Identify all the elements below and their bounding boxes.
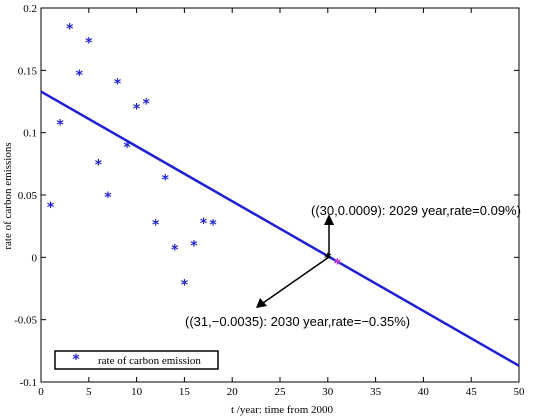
data-point: * — [190, 239, 198, 255]
x-tick-label: 30 — [322, 386, 334, 398]
data-point: * — [209, 217, 217, 233]
data-point: * — [181, 277, 189, 293]
x-axis-ticks: 0 5 10 15 20 25 30 35 40 45 50 — [38, 8, 525, 398]
x-tick-label: 45 — [466, 386, 478, 398]
x-tick-label: 50 — [514, 386, 526, 398]
data-point: * — [66, 22, 74, 38]
x-tick-label: 0 — [38, 386, 44, 398]
x-tick-label: 40 — [418, 386, 430, 398]
data-point: * — [56, 118, 64, 134]
y-tick-label: 0.2 — [23, 3, 37, 15]
x-tick-label: 35 — [370, 386, 382, 398]
data-points: ********** ******* * — [47, 22, 218, 294]
y-tick-label: -0.05 — [14, 315, 37, 327]
y-tick-label: -0.1 — [20, 377, 37, 389]
y-tick-label: 0 — [32, 252, 38, 264]
marker-2030: * — [334, 257, 342, 273]
legend-marker: * — [72, 352, 80, 368]
x-tick-label: 5 — [86, 386, 92, 398]
annotation-2030: ((31,−0.0035): 2030 year,rate=−0.35%) — [185, 314, 410, 329]
data-point: * — [142, 97, 150, 113]
y-axis-ticks: -0.1 -0.05 0 0.05 0.1 0.15 0.2 — [14, 3, 519, 389]
y-tick-label: 0.1 — [23, 128, 37, 140]
data-point: * — [85, 35, 93, 51]
data-point: * — [152, 217, 160, 233]
annotation-2029: ((30,0.0009): 2029 year,rate=0.09%) — [311, 203, 521, 218]
data-point: * — [104, 190, 112, 206]
x-axis-label: t /year: time from 2000 — [231, 404, 334, 416]
x-tick-label: 10 — [131, 386, 143, 398]
data-point: * — [171, 242, 179, 258]
y-axis-label: rate of carbon emissions — [2, 142, 14, 249]
x-tick-label: 20 — [227, 386, 239, 398]
legend-label: rate of carbon emission — [98, 355, 201, 367]
data-point: * — [47, 200, 55, 216]
y-tick-label: 0.15 — [18, 65, 38, 77]
x-tick-label: 25 — [275, 386, 287, 398]
data-point: * — [114, 77, 122, 93]
fit-line — [40, 90, 520, 367]
y-tick-label: 0.05 — [18, 190, 38, 202]
legend: * rate of carbon emission — [54, 350, 219, 370]
arrow-2029 — [324, 214, 334, 257]
data-point: * — [200, 216, 208, 232]
data-point: * — [123, 140, 131, 156]
data-point: * — [133, 101, 141, 117]
data-point: * — [95, 158, 103, 174]
x-tick-label: 15 — [179, 386, 191, 398]
data-point: * — [162, 173, 170, 189]
arrow-2030 — [256, 256, 330, 308]
marker-2029: * — [324, 251, 332, 267]
data-point: * — [76, 68, 84, 84]
